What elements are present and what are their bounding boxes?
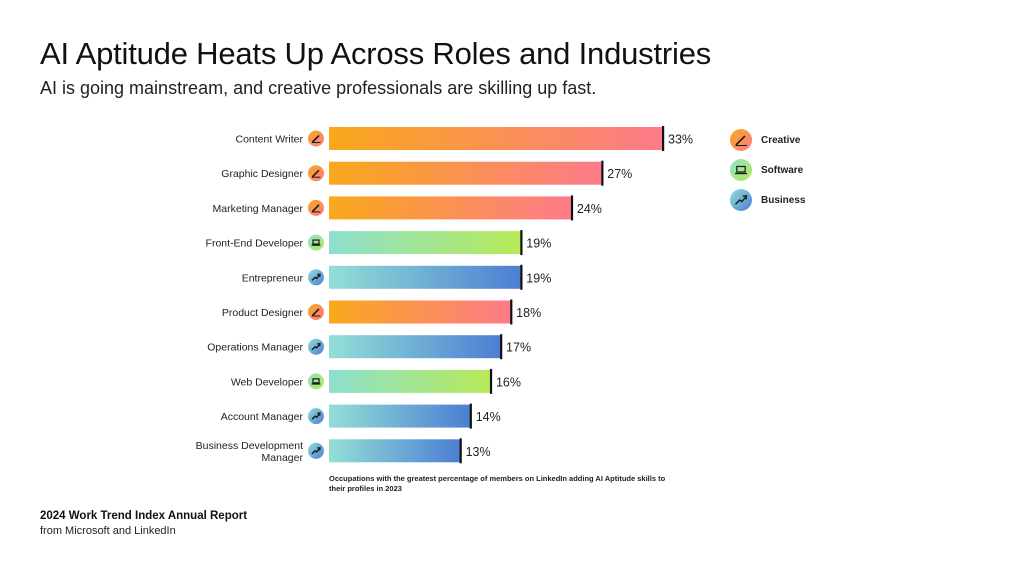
bar-end-marker — [520, 264, 523, 290]
bar-end-marker — [662, 126, 665, 151]
bar — [329, 265, 522, 289]
bar-end-marker — [459, 438, 462, 464]
laptop-icon — [308, 234, 324, 251]
laptop-icon — [308, 373, 324, 390]
bar — [329, 439, 461, 463]
legend-item-business: Business — [730, 188, 805, 212]
pencil-icon — [308, 130, 324, 147]
bar-end-marker — [601, 160, 604, 186]
bar — [329, 369, 491, 393]
value-label: 14% — [476, 410, 501, 424]
pencil-icon — [308, 304, 324, 320]
bar — [329, 161, 603, 185]
value-label: 18% — [516, 306, 541, 320]
legend: Creative Software Business — [730, 128, 805, 218]
category-label: Front-End Developer — [206, 238, 304, 250]
trend-arrow-icon — [308, 338, 324, 355]
pencil-icon — [730, 129, 752, 151]
bar-end-marker — [500, 334, 503, 360]
bar — [329, 335, 502, 359]
value-label: 24% — [577, 202, 602, 216]
chart-subtitle: AI is going mainstream, and creative pro… — [40, 78, 597, 98]
source-title: 2024 Work Trend Index Annual Report — [40, 510, 248, 522]
bar-end-marker — [489, 368, 493, 394]
category-label: Marketing Manager — [213, 203, 304, 215]
trend-arrow-icon — [730, 189, 752, 211]
source-subtitle: from Microsoft and LinkedIn — [40, 525, 176, 537]
category-label: Graphic Designer — [221, 168, 303, 180]
trend-arrow-icon — [308, 408, 324, 425]
bar — [329, 231, 522, 255]
value-label: 33% — [668, 133, 693, 147]
laptop-icon — [730, 159, 752, 181]
legend-item-creative: Creative — [730, 128, 805, 152]
category-label: Account Manager — [221, 411, 304, 423]
category-label: Web Developer — [231, 376, 304, 388]
chart-title: AI Aptitude Heats Up Across Roles and In… — [40, 36, 712, 71]
bar — [329, 196, 572, 220]
bar-end-marker — [469, 403, 472, 429]
bar — [329, 404, 471, 428]
pencil-icon — [308, 199, 324, 216]
legend-label: Software — [761, 164, 804, 176]
category-label: Product Designer — [222, 307, 304, 319]
value-label: 16% — [496, 375, 521, 389]
category-label: Business Development Manager — [196, 440, 304, 464]
bar-end-marker — [570, 195, 574, 221]
category-label: Operations Manager — [207, 342, 303, 354]
bar — [329, 127, 663, 150]
value-label: 27% — [607, 167, 632, 181]
value-label: 13% — [466, 445, 491, 459]
bar — [329, 300, 512, 324]
legend-label: Creative — [761, 134, 801, 146]
legend-item-software: Software — [730, 158, 805, 182]
value-label: 19% — [526, 271, 551, 285]
trend-arrow-icon — [308, 269, 324, 286]
value-label: 17% — [506, 341, 531, 355]
legend-label: Business — [761, 194, 806, 206]
trend-arrow-icon — [308, 442, 324, 459]
category-label: Entrepreneur — [242, 272, 304, 284]
bar-end-marker — [510, 299, 513, 325]
chart-footnote: Occupations with the greatest percentage… — [329, 474, 666, 493]
value-label: 19% — [526, 237, 551, 251]
category-label: Content Writer — [236, 134, 304, 146]
bar-end-marker — [520, 230, 523, 256]
pencil-icon — [308, 165, 324, 182]
